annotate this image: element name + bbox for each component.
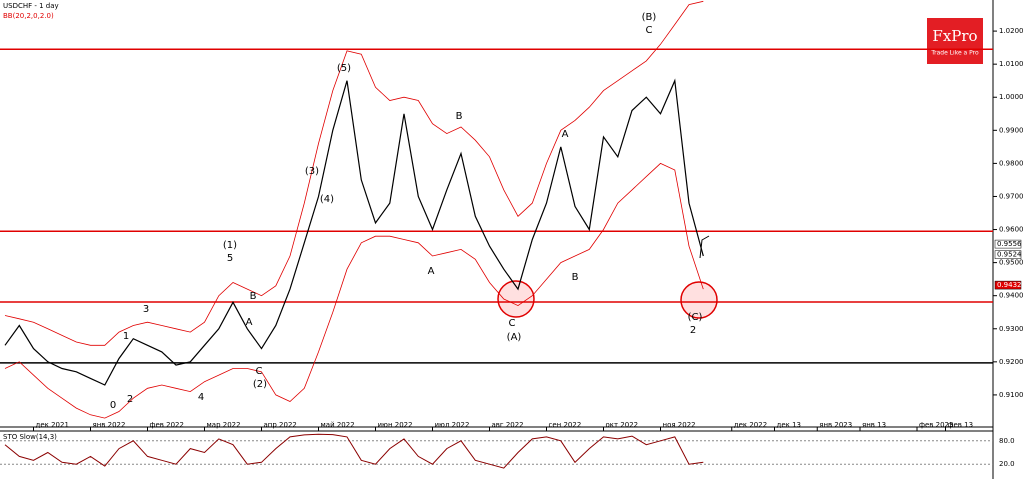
x-tick-label: янв 2022 xyxy=(93,421,126,429)
osc-tick-label: 20.0 xyxy=(999,460,1015,468)
wave-label: C xyxy=(509,318,516,329)
x-tick-label: фев 2023 xyxy=(919,421,953,429)
wave-label: A xyxy=(562,129,569,140)
x-tick-label: мар 2022 xyxy=(207,421,241,429)
price-label: 0.9556 xyxy=(997,240,1022,248)
chart-title: USDCHF - 1 day xyxy=(3,2,59,10)
wave-label: 3 xyxy=(143,304,149,315)
x-tick-label: дек 2021 xyxy=(36,421,69,429)
x-tick-label: дек 2022 xyxy=(734,421,767,429)
logo-tagline: Trade Like a Pro xyxy=(930,50,979,57)
x-tick-label: фев 13 xyxy=(948,421,974,429)
x-tick-label: июн 2022 xyxy=(378,421,413,429)
price-label-box xyxy=(994,280,1022,290)
wave-label: C xyxy=(256,366,263,377)
wave-label: (5) xyxy=(337,63,351,74)
indicator-label: BB(20,2,0,2.0) xyxy=(3,12,54,20)
y-tick-label: 0.9400 xyxy=(999,292,1024,300)
y-tick-label: 1.0100 xyxy=(999,60,1024,68)
wave-label: (1) xyxy=(223,240,237,251)
wave-label: (4) xyxy=(320,194,334,205)
wave-label: 1 xyxy=(123,331,129,342)
highlight-circle xyxy=(497,280,535,318)
price-line xyxy=(4,78,704,386)
band-line xyxy=(4,162,704,419)
price-label-box xyxy=(994,250,1022,259)
y-tick-label: 0.9500 xyxy=(999,259,1024,267)
logo-name: FxPro xyxy=(932,27,977,45)
wave-label: C xyxy=(646,25,653,36)
price-label: 0.9524 xyxy=(997,251,1022,259)
x-tick-label: апр 2022 xyxy=(264,421,297,429)
y-tick-label: 0.9300 xyxy=(999,325,1024,333)
y-tick-label: 0.9100 xyxy=(999,391,1024,399)
x-tick-label: фев 2022 xyxy=(150,421,184,429)
wave-label: B xyxy=(456,111,463,122)
forecast-arrow xyxy=(699,235,710,259)
x-tick-label: июл 2022 xyxy=(435,421,470,429)
x-tick-label: дек 13 xyxy=(777,421,802,429)
wave-label: (A) xyxy=(507,332,522,343)
logo-box xyxy=(927,18,983,64)
x-tick-label: май 2022 xyxy=(321,421,355,429)
wave-label: A xyxy=(428,266,435,277)
wave-label: 2 xyxy=(690,325,696,336)
wave-label: (B) xyxy=(642,12,657,23)
wave-label: (2) xyxy=(253,379,267,390)
y-tick-label: 0.9600 xyxy=(999,226,1024,234)
x-tick-label: сен 2022 xyxy=(549,421,582,429)
oscillator-title: STO Slow(14,3) xyxy=(3,433,57,441)
wave-label: 0 xyxy=(110,400,116,411)
highlight-circle xyxy=(680,281,718,319)
x-tick-label: окт 2022 xyxy=(606,421,639,429)
wave-label: 4 xyxy=(198,392,204,403)
osc-tick-label: 80.0 xyxy=(999,437,1015,445)
x-tick-label: янв 2023 xyxy=(819,421,852,429)
wave-label: B xyxy=(250,291,257,302)
y-tick-label: 1.0200 xyxy=(999,27,1024,35)
oscillator-line xyxy=(4,433,704,469)
y-tick-label: 0.9800 xyxy=(999,159,1024,167)
y-tick-label: 0.9700 xyxy=(999,192,1024,200)
band-line xyxy=(4,0,704,346)
wave-label: (C) xyxy=(688,312,703,323)
price-label-box xyxy=(994,239,1022,249)
wave-label: (3) xyxy=(305,166,319,177)
wave-label: 2 xyxy=(127,394,133,405)
x-tick-label: авг 2022 xyxy=(492,421,524,429)
y-tick-label: 1.0000 xyxy=(999,93,1024,101)
x-tick-label: янв 13 xyxy=(862,421,886,429)
wave-label: B xyxy=(572,272,579,283)
y-tick-label: 0.9200 xyxy=(999,358,1024,366)
wave-label: 5 xyxy=(227,253,233,264)
price-label: 0.9432 xyxy=(997,281,1022,289)
x-tick-label: ноя 2022 xyxy=(663,421,696,429)
y-tick-label: 0.9900 xyxy=(999,126,1024,134)
wave-label: A xyxy=(246,317,253,328)
